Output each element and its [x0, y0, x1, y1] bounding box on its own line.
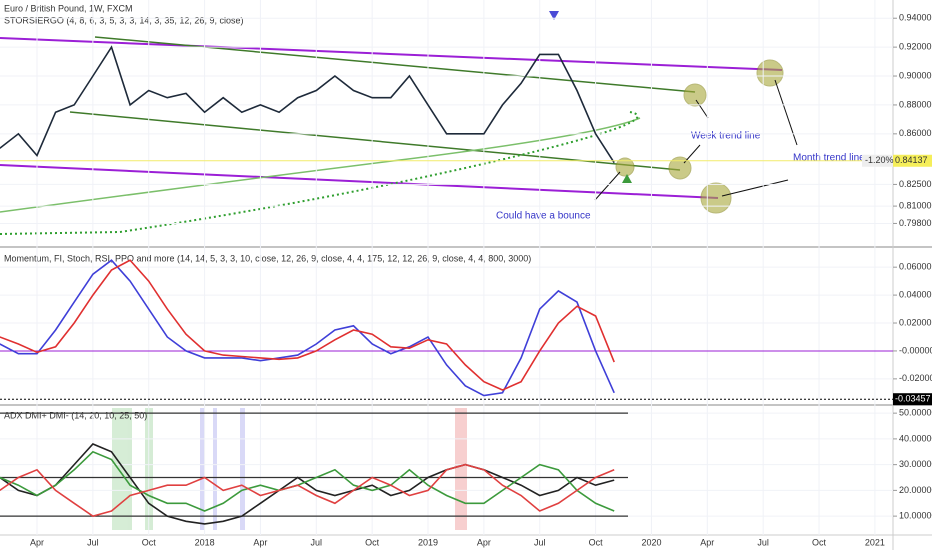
arrow	[695, 99, 709, 119]
x-tick-label: Jul	[87, 537, 99, 547]
marker-circle	[668, 156, 692, 180]
marker-circle	[683, 83, 707, 107]
x-tick-label: Apr	[477, 537, 491, 547]
arrow	[683, 144, 701, 164]
x-tick-label: 2018	[195, 537, 215, 547]
y-tick-label: 0.92000	[899, 42, 932, 52]
y-tick-label: 30.00000	[899, 459, 932, 469]
change-label-bg	[862, 154, 893, 167]
price-label: 0.84137	[895, 155, 928, 165]
x-tick-label: Oct	[365, 537, 380, 547]
x-tick-label: Oct	[812, 537, 827, 547]
annotation: Month trend line	[793, 153, 865, 164]
x-tick-label: Apr	[253, 537, 267, 547]
signal	[549, 11, 559, 20]
x-tick-label: 2021	[865, 537, 885, 547]
band	[240, 408, 245, 530]
indicator-title: STORSIERGO (4, 8, 6, 3, 5, 3, 3, 14, 3, …	[4, 15, 243, 25]
series-line	[0, 259, 615, 391]
y-tick-label: 0.88000	[899, 99, 932, 109]
y-tick-label: 0.86000	[899, 128, 932, 138]
band	[200, 408, 205, 530]
y-tick-label: 0.81000	[899, 200, 932, 210]
x-tick-label: 2020	[641, 537, 661, 547]
y-tick-label: 40.00000	[899, 433, 932, 443]
y-tick-label: 0.02000	[899, 317, 932, 327]
band	[112, 408, 132, 530]
series-line	[0, 463, 615, 517]
y-tick-label: 0.90000	[899, 70, 932, 80]
series-line	[0, 443, 615, 525]
marker-circle	[756, 59, 784, 87]
x-tick-label: Apr	[700, 537, 714, 547]
last-value-bg	[893, 393, 932, 406]
indicator-title: ADX DMI+ DMI- (14, 20, 10, 25, 50)	[4, 410, 147, 420]
x-tick-label: Jul	[311, 537, 323, 547]
x-tick-label: 2019	[418, 537, 438, 547]
arrow	[721, 179, 789, 197]
y-tick-label: -0.00000	[899, 345, 932, 355]
y-tick-label: 0.04000	[899, 289, 932, 299]
y-tick-label: -0.02000	[899, 373, 932, 383]
arrow	[594, 171, 621, 201]
indicator-title: Momentum, FI, Stoch, RSI, PPO and more (…	[4, 253, 531, 263]
x-tick-label: Oct	[142, 537, 157, 547]
month-trend-line	[0, 164, 719, 199]
series-line	[0, 259, 615, 397]
band	[455, 408, 467, 530]
moving-average	[0, 111, 639, 235]
y-tick-label: 10.00000	[899, 511, 932, 521]
moving-average	[0, 117, 641, 213]
x-tick-label: Oct	[589, 537, 604, 547]
y-tick-label: 20.00000	[899, 485, 932, 495]
series-line	[0, 450, 615, 512]
y-tick-label: 0.06000	[899, 262, 932, 272]
week-trend-line	[94, 36, 696, 93]
x-tick-label: Jul	[534, 537, 546, 547]
band	[213, 408, 217, 530]
y-tick-label: 0.82500	[899, 179, 932, 189]
annotation: Could have a bounce	[496, 211, 591, 222]
price-label-bg	[893, 154, 932, 167]
last-value-label: -0.03457	[895, 394, 931, 404]
annotation: Week trend line	[691, 131, 761, 142]
chart-title: Euro / British Pound, 1W, FXCM	[4, 3, 133, 13]
series-line	[0, 45, 615, 164]
marker-circle	[615, 157, 635, 177]
x-tick-label: Jul	[757, 537, 769, 547]
y-tick-label: 50.00000	[899, 408, 932, 418]
marker-circle	[700, 182, 732, 214]
y-tick-label: 0.94000	[899, 13, 932, 23]
change-label: -1.20%	[865, 155, 894, 165]
signal	[622, 174, 632, 183]
y-tick-label: 0.79800	[899, 218, 932, 228]
x-tick-label: Apr	[30, 537, 44, 547]
